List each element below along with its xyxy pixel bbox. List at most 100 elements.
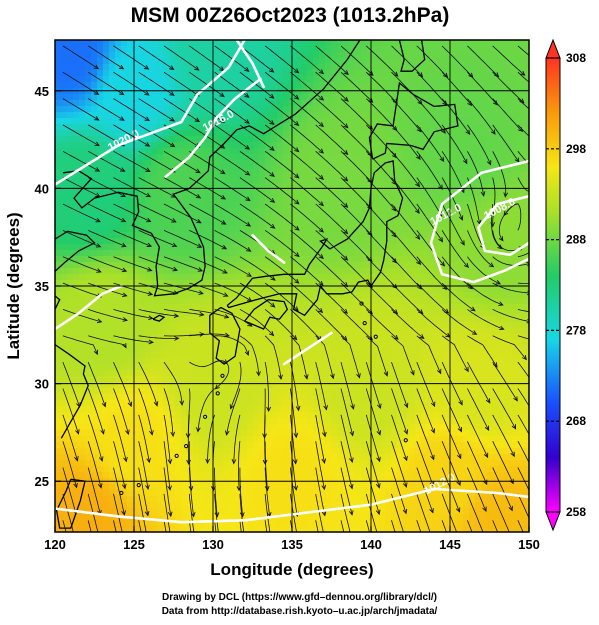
heat-cell — [421, 154, 428, 161]
heat-cell — [319, 184, 326, 191]
heat-cell — [85, 406, 92, 413]
heat-cell — [211, 166, 218, 173]
heat-cell — [265, 100, 272, 107]
heat-cell — [469, 370, 476, 377]
heat-cell — [487, 388, 494, 395]
heat-cell — [475, 142, 482, 149]
heat-cell — [199, 244, 206, 251]
heat-cell — [133, 340, 140, 347]
heat-cell — [373, 388, 380, 395]
heat-cell — [367, 328, 374, 335]
heat-cell — [181, 328, 188, 335]
heat-cell — [163, 400, 170, 407]
heat-cell — [367, 58, 374, 65]
heat-cell — [337, 316, 344, 323]
heat-cell — [385, 46, 392, 53]
heat-cell — [133, 220, 140, 227]
heat-cell — [457, 178, 464, 185]
heat-cell — [181, 52, 188, 59]
heat-cell — [409, 220, 416, 227]
heat-cell — [337, 328, 344, 335]
heat-cell — [247, 400, 254, 407]
heat-cell — [385, 58, 392, 65]
heat-cell — [463, 100, 470, 107]
heat-cell — [475, 196, 482, 203]
heat-cell — [127, 184, 134, 191]
heat-cell — [361, 124, 368, 131]
heat-cell — [259, 412, 266, 419]
heat-cell — [397, 184, 404, 191]
heat-cell — [259, 118, 266, 125]
heat-cell — [343, 262, 350, 269]
heat-cell — [61, 316, 68, 323]
heat-cell — [403, 52, 410, 59]
heat-cell — [85, 166, 92, 173]
heat-cell — [433, 250, 440, 257]
heat-cell — [319, 376, 326, 383]
heat-cell — [97, 226, 104, 233]
heat-cell — [55, 130, 62, 137]
heat-cell — [313, 328, 320, 335]
heat-cell — [259, 154, 266, 161]
heat-cell — [151, 364, 158, 371]
heat-cell — [451, 64, 458, 71]
heat-cell — [241, 406, 248, 413]
heat-cell — [523, 406, 529, 413]
heat-cell — [67, 118, 74, 125]
heat-cell — [103, 82, 110, 89]
heat-cell — [451, 238, 458, 245]
heat-cell — [415, 190, 422, 197]
heat-cell — [271, 172, 278, 179]
heat-cell — [361, 106, 368, 113]
heat-cell — [229, 52, 236, 59]
heat-cell — [61, 238, 68, 245]
heat-cell — [433, 286, 440, 293]
heat-cell — [97, 376, 104, 383]
heat-cell — [463, 172, 470, 179]
heat-cell — [67, 88, 74, 95]
heat-cell — [355, 352, 362, 359]
heat-cell — [91, 76, 98, 83]
heat-cell — [109, 334, 116, 341]
heat-cell — [319, 328, 326, 335]
heat-cell — [343, 334, 350, 341]
heat-cell — [253, 292, 260, 299]
heat-cell — [445, 406, 452, 413]
heat-cell — [217, 406, 224, 413]
heat-cell — [145, 178, 152, 185]
heat-cell — [343, 112, 350, 119]
heat-cell — [175, 406, 182, 413]
heat-cell — [325, 184, 332, 191]
heat-cell — [301, 118, 308, 125]
heat-cell — [517, 250, 524, 257]
heat-cell — [301, 304, 308, 311]
heat-cell — [433, 364, 440, 371]
heat-cell — [511, 64, 518, 71]
heat-cell — [169, 148, 176, 155]
heat-cell — [433, 352, 440, 359]
heat-cell — [397, 358, 404, 365]
heat-cell — [229, 118, 236, 125]
heat-cell — [121, 214, 128, 221]
heat-cell — [181, 340, 188, 347]
heat-cell — [313, 214, 320, 221]
heat-cell — [517, 334, 524, 341]
heat-cell — [55, 82, 62, 89]
heat-cell — [115, 118, 122, 125]
heat-cell — [259, 370, 266, 377]
heat-cell — [331, 76, 338, 83]
heat-cell — [133, 118, 140, 125]
heat-cell — [139, 76, 146, 83]
heat-cell — [157, 64, 164, 71]
heat-cell — [127, 370, 134, 377]
heat-cell — [523, 400, 529, 407]
heat-cell — [391, 400, 398, 407]
heat-cell — [295, 208, 302, 215]
heat-cell — [487, 346, 494, 353]
heat-cell — [451, 364, 458, 371]
heat-cell — [337, 388, 344, 395]
heat-cell — [373, 142, 380, 149]
heat-cell — [205, 88, 212, 95]
heat-cell — [73, 208, 80, 215]
heat-cell — [115, 136, 122, 143]
